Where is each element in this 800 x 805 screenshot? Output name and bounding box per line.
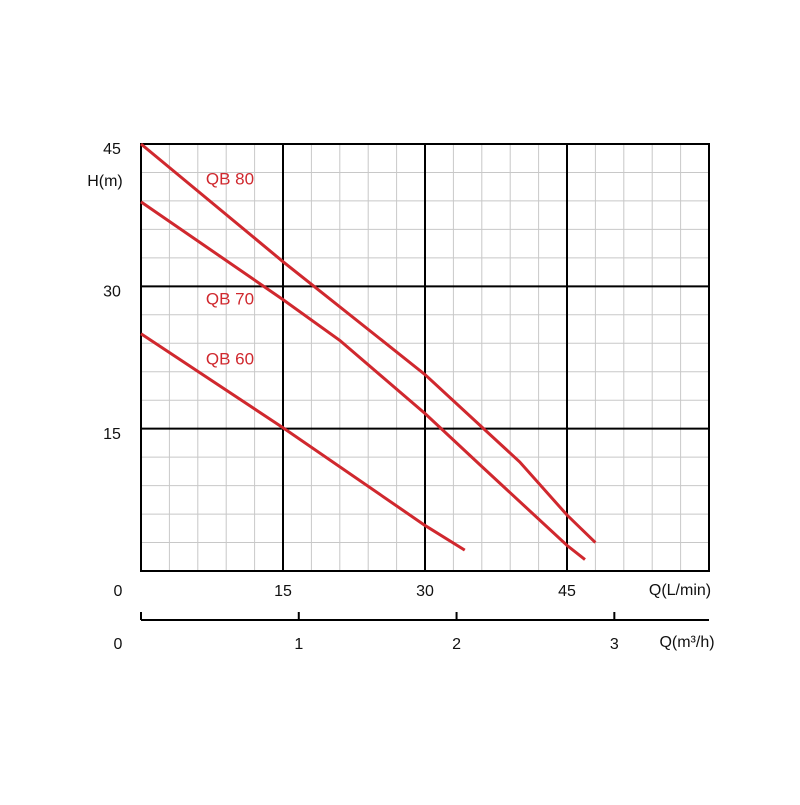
series-label: QB 80 xyxy=(206,169,254,188)
x-axis-label: Q(L/min) xyxy=(649,582,711,599)
x2-tick-label: 2 xyxy=(452,636,461,653)
series-label: QB 60 xyxy=(206,349,254,368)
y-tick-label: 30 xyxy=(103,284,121,301)
y-tick-label: 45 xyxy=(103,141,121,158)
x-tick-label: 0 xyxy=(114,583,123,600)
x-tick-label: 45 xyxy=(558,583,576,600)
x2-tick-label: 0 xyxy=(114,636,123,653)
x-tick-label: 30 xyxy=(416,583,434,600)
x-tick-label: 15 xyxy=(274,583,292,600)
y-axis-label: H(m) xyxy=(87,173,123,190)
x2-tick-label: 1 xyxy=(294,636,303,653)
series-line xyxy=(140,142,597,544)
x2-axis-label: Q(m³/h) xyxy=(659,634,714,651)
series-line xyxy=(140,332,466,552)
series-line xyxy=(140,200,586,561)
series-label: QB 70 xyxy=(206,289,254,308)
y-tick-label: 15 xyxy=(103,426,121,443)
x2-tick-label: 3 xyxy=(610,636,619,653)
